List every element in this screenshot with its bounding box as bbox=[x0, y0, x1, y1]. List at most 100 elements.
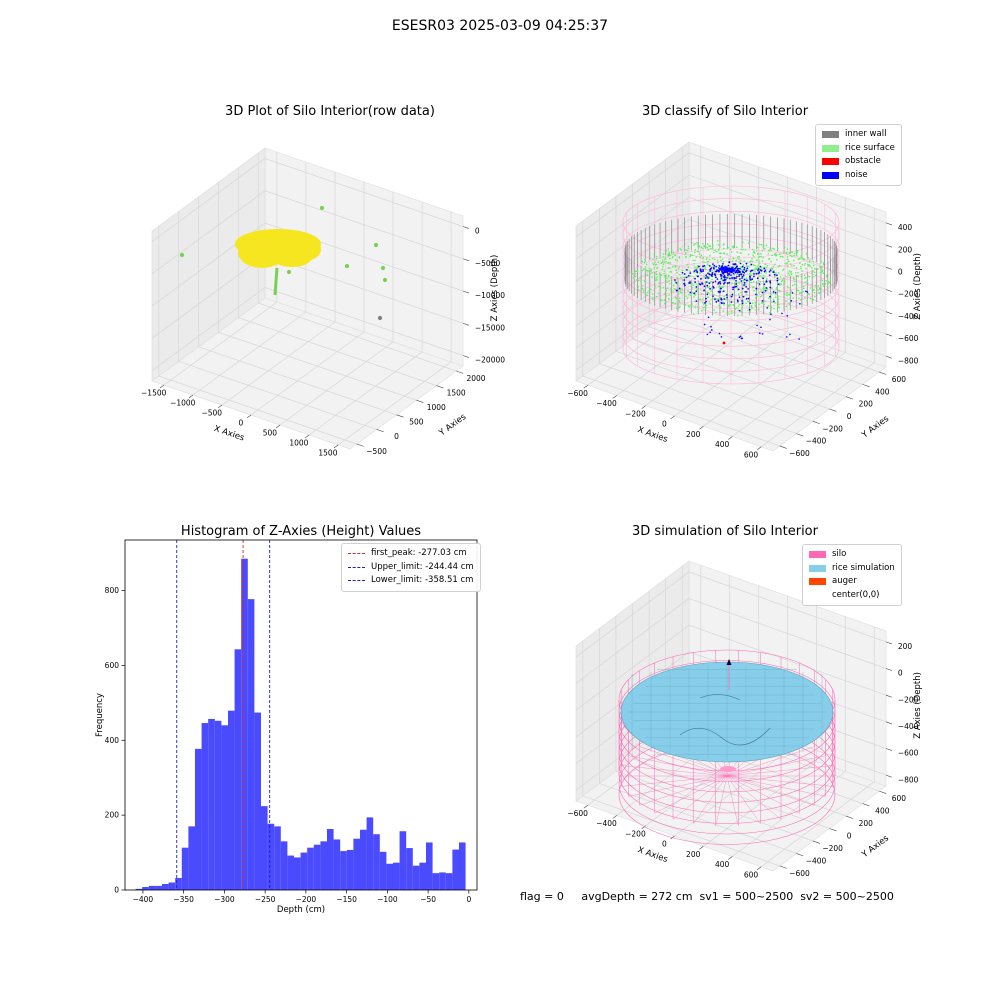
rice-surface-point bbox=[642, 285, 644, 287]
rice-surface-point bbox=[666, 281, 668, 283]
rice-surface-point bbox=[826, 285, 829, 288]
rice-surface-point bbox=[723, 295, 725, 298]
rice-surface-point bbox=[698, 298, 701, 300]
rice-surface-point bbox=[742, 264, 745, 266]
legend-entry-obstacle: obstacle bbox=[822, 155, 895, 169]
noise-point bbox=[696, 271, 699, 274]
noise-point bbox=[736, 275, 738, 278]
noise-point bbox=[736, 265, 739, 268]
rice-surface-point bbox=[700, 254, 703, 257]
plot1-x-tick-label: 0 bbox=[238, 418, 243, 427]
rice-surface-point bbox=[776, 305, 779, 308]
legend-line bbox=[348, 553, 365, 555]
noise-point bbox=[715, 270, 718, 273]
noise-point bbox=[806, 291, 809, 293]
noise-point bbox=[717, 299, 720, 302]
rice-surface-point bbox=[761, 260, 764, 262]
rice-surface-point bbox=[713, 293, 715, 296]
outlier-point bbox=[319, 205, 325, 211]
histogram-bar bbox=[188, 826, 195, 890]
rice-surface-point bbox=[676, 259, 679, 262]
noise-point bbox=[741, 300, 743, 302]
silo-floor-spoke bbox=[628, 755, 728, 777]
plot4-z-tick-label: −800 bbox=[898, 775, 919, 784]
plot2-y-tick-mark bbox=[862, 384, 870, 388]
rice-surface-point bbox=[747, 309, 749, 311]
rice-surface-point bbox=[733, 274, 735, 276]
histogram-bar bbox=[135, 888, 143, 890]
legend-swatch bbox=[809, 592, 826, 599]
rice-surface-point bbox=[662, 256, 664, 258]
rice-surface-point bbox=[652, 262, 654, 265]
noise-point bbox=[753, 275, 755, 278]
noise-point bbox=[740, 280, 743, 282]
noise-point bbox=[683, 279, 686, 281]
rice-surface-point bbox=[765, 279, 768, 281]
plot1-z-tick-mark bbox=[462, 322, 470, 326]
histogram-y-tick-label: 200 bbox=[105, 811, 120, 820]
noise-point bbox=[746, 267, 749, 270]
noise-point bbox=[743, 278, 746, 281]
rice-surface-point bbox=[765, 244, 768, 247]
rice-surface-point bbox=[639, 280, 642, 283]
rice-surface-point bbox=[761, 276, 763, 279]
noise-point bbox=[726, 272, 729, 275]
rice-surface-point bbox=[775, 293, 777, 295]
noise-point bbox=[712, 285, 715, 288]
rice-surface-point bbox=[802, 285, 805, 287]
rice-surface-point bbox=[702, 242, 704, 245]
rice-surface-point bbox=[718, 252, 721, 255]
plot4-x-tick-mark bbox=[583, 804, 589, 809]
noise-point bbox=[719, 290, 721, 293]
plot4-z-gridline bbox=[575, 598, 887, 684]
rice-surface-point bbox=[809, 265, 811, 268]
rice-surface-point bbox=[711, 278, 713, 281]
rice-surface-point bbox=[699, 272, 701, 274]
noise-point bbox=[705, 300, 707, 303]
noise-point bbox=[728, 268, 730, 271]
plot4-x-tick-mark bbox=[728, 856, 733, 860]
noise-point bbox=[749, 302, 752, 304]
plot2-x-tick-mark bbox=[583, 384, 588, 389]
rice-surface-point bbox=[716, 259, 719, 262]
legend-label: Lower_limit: -358.51 cm bbox=[371, 575, 474, 585]
noise-point bbox=[721, 302, 723, 305]
rice-surface-point bbox=[821, 269, 824, 271]
rice-surface-point bbox=[754, 297, 757, 299]
silo-floor-spoke bbox=[654, 775, 728, 814]
noise-point bbox=[734, 262, 737, 265]
noise-point bbox=[711, 272, 714, 274]
plot2-y-gridline bbox=[681, 147, 880, 373]
noise-point bbox=[736, 271, 739, 274]
plot1-x-tick-label: 1500 bbox=[318, 448, 337, 457]
rice-surface-point bbox=[777, 298, 780, 300]
rice-surface-point bbox=[679, 288, 682, 291]
noise-point bbox=[707, 277, 710, 279]
rice-surface-point bbox=[674, 266, 677, 268]
noise-point bbox=[728, 270, 731, 272]
rice-surface-point bbox=[694, 306, 696, 309]
rice-surface-point bbox=[735, 307, 738, 309]
plot2-z-gridline bbox=[575, 174, 887, 260]
rice-surface-point bbox=[702, 260, 704, 263]
rice-surface-point bbox=[758, 284, 760, 287]
rice-surface-point bbox=[679, 301, 681, 304]
rice-surface-point bbox=[660, 298, 662, 301]
plot4-x-gridline bbox=[760, 626, 875, 868]
rice-surface-point bbox=[699, 298, 702, 301]
rice-surface-point bbox=[674, 265, 677, 267]
rice-surface-point bbox=[777, 300, 780, 303]
plot1-z-tick-label: 0 bbox=[475, 227, 480, 236]
noise-point bbox=[699, 269, 702, 272]
noise-point bbox=[731, 293, 734, 296]
histogram-bar bbox=[208, 718, 215, 890]
rice-surface-point bbox=[683, 293, 686, 296]
noise-point bbox=[781, 312, 783, 315]
histogram-x-tick-label: −250 bbox=[255, 895, 276, 904]
noise-point bbox=[776, 277, 779, 280]
rice-surface-point bbox=[696, 268, 699, 270]
rice-surface-point bbox=[719, 306, 722, 309]
noise-point bbox=[732, 286, 735, 289]
rice-surface-point bbox=[674, 280, 677, 283]
noise-point bbox=[689, 291, 692, 294]
